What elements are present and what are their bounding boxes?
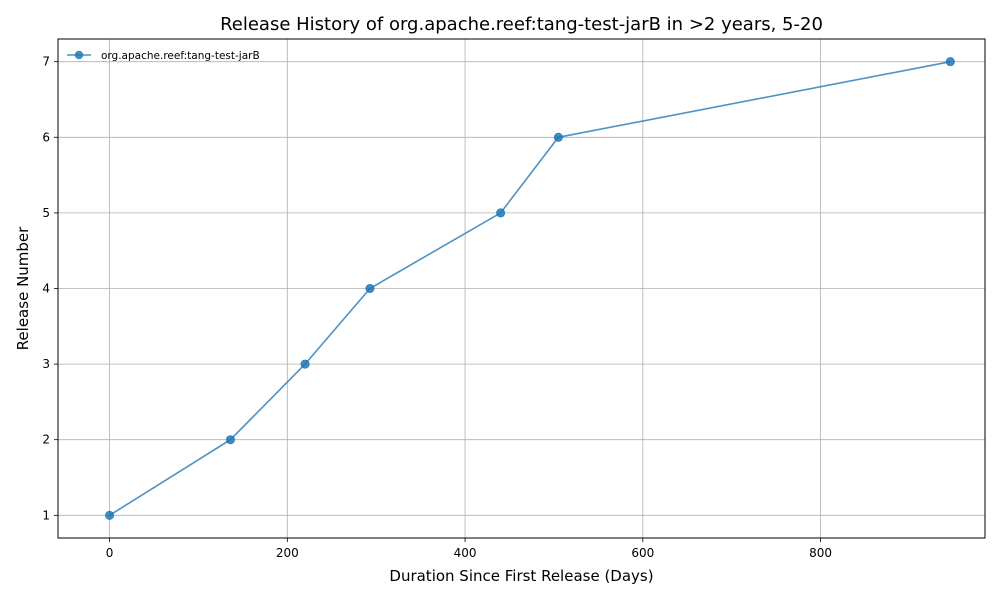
data-point-marker <box>553 132 563 142</box>
y-tick-label: 3 <box>42 357 50 371</box>
data-point-marker <box>496 208 506 218</box>
y-tick-label: 6 <box>42 130 50 144</box>
series-layer <box>105 57 955 520</box>
data-point-marker <box>365 283 375 293</box>
axis-ticks: 0 200 400 600 800 1 2 3 4 5 6 7 <box>42 55 832 560</box>
y-tick-label: 4 <box>42 282 50 296</box>
x-tick-label: 400 <box>454 546 477 560</box>
y-tick-label: 2 <box>42 433 50 447</box>
y-axis-label: Release Number <box>14 226 32 350</box>
legend-marker-swatch <box>74 50 84 60</box>
data-point-marker <box>945 57 955 67</box>
data-point-marker <box>105 510 115 520</box>
x-axis-label: Duration Since First Release (Days) <box>389 567 653 585</box>
y-tick-label: 7 <box>42 55 50 69</box>
legend-entry-label: org.apache.reef:tang-test-jarB <box>101 50 260 62</box>
y-tick-label: 1 <box>42 508 50 522</box>
x-tick-label: 800 <box>809 546 832 560</box>
data-point-marker <box>300 359 310 369</box>
data-point-marker <box>225 435 235 445</box>
x-tick-label: 0 <box>106 546 114 560</box>
x-tick-label: 600 <box>631 546 654 560</box>
x-tick-label: 200 <box>276 546 299 560</box>
grid <box>58 39 985 538</box>
y-tick-label: 5 <box>42 206 50 220</box>
chart-title: Release History of org.apache.reef:tang-… <box>220 14 823 35</box>
legend: org.apache.reef:tang-test-jarB <box>67 50 260 62</box>
